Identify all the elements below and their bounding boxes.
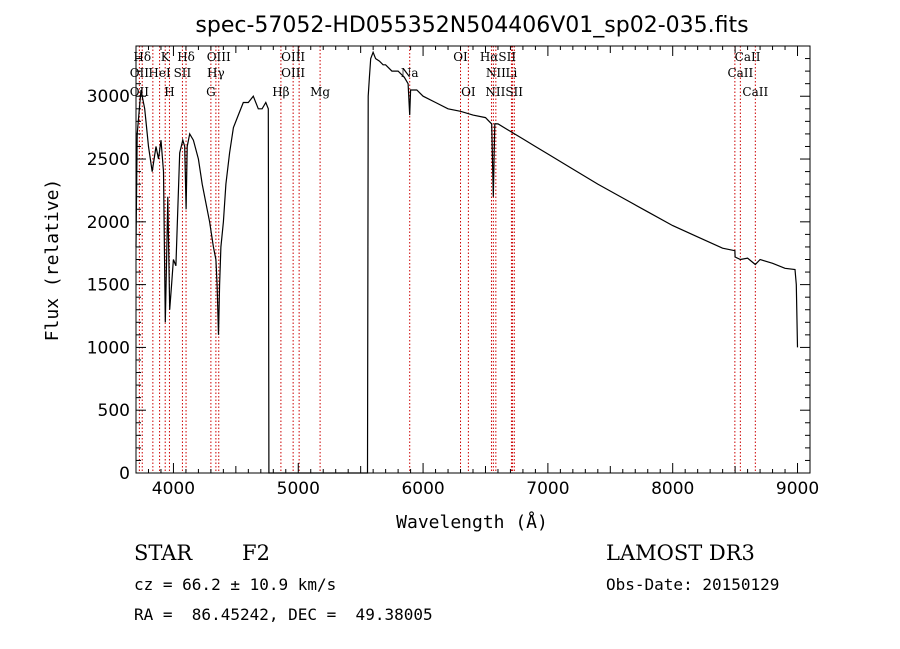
spectral-line-label: OIII — [281, 66, 305, 80]
spectral-line-label: H — [164, 85, 174, 99]
x-tick-label: 4000 — [152, 479, 195, 499]
x-tick-label: 5000 — [277, 479, 320, 499]
y-tick-label: 500 — [98, 401, 130, 421]
spectral-line-label: OIII — [281, 50, 305, 64]
spectral-line-label: CaII — [735, 50, 761, 64]
spectral-line-label: OI — [461, 85, 476, 99]
y-axis-ticks: 0 500 1000 1500 2000 2500 3000 — [87, 45, 810, 484]
spectrum-chart: spec-57052-HD055352N504406V01_sp02-035.f… — [42, 13, 819, 533]
spectral-line-label: K — [161, 50, 171, 64]
spectral-line-label: Li — [506, 66, 518, 80]
spectral-line-label: G — [206, 85, 216, 99]
survey-name: LAMOST DR3 — [606, 541, 755, 565]
x-tick-label: 8000 — [651, 479, 694, 499]
spectral-line-label: OII — [130, 85, 150, 99]
chart-title: spec-57052-HD055352N504406V01_sp02-035.f… — [195, 13, 748, 38]
object-class: STAR — [134, 541, 193, 565]
spectral-line-label: OI — [453, 50, 468, 64]
plot-frame — [135, 45, 811, 474]
x-axis-label: Wavelength (Å) — [396, 511, 548, 533]
x-axis-ticks: 4000 5000 6000 7000 8000 9000 — [135, 46, 819, 499]
spectral-line-label: Hδ — [177, 50, 195, 64]
x-tick-label: 7000 — [526, 479, 569, 499]
y-tick-label: 0 — [119, 464, 130, 484]
spectral-line-markers — [138, 46, 756, 473]
y-tick-label: 2500 — [87, 150, 130, 170]
y-tick-label: 1500 — [87, 276, 130, 296]
spectral-line-label: SII — [174, 66, 192, 80]
y-tick-label: 2000 — [87, 213, 130, 233]
object-subclass: F2 — [242, 541, 270, 565]
observation-date: Obs-Date: 20150129 — [606, 575, 780, 594]
spectral-line-label: NIISII — [485, 85, 523, 99]
spectral-line-label: HαSII — [480, 50, 517, 64]
spectral-line-label: Hδ — [133, 50, 151, 64]
spectral-line-label: Hγ — [207, 66, 225, 80]
x-tick-label: 9000 — [776, 479, 819, 499]
spectral-line-label: CaII — [742, 85, 768, 99]
spectral-line-label: HeI — [148, 66, 171, 80]
x-tick-label: 6000 — [401, 479, 444, 499]
spectral-line-label: Hβ — [272, 85, 289, 99]
y-axis-label: Flux (relative) — [42, 179, 63, 342]
y-tick-label: 3000 — [87, 87, 130, 107]
spectral-line-label: Mg — [310, 85, 330, 99]
spectral-line-label: Na — [401, 66, 419, 80]
spectral-line-label: CaII — [727, 66, 753, 80]
spectral-line-label: OII — [130, 66, 150, 80]
coordinates: RA = 86.45242, DEC = 49.38005 — [134, 605, 433, 624]
y-tick-label: 1000 — [87, 338, 130, 358]
spectrum-line — [135, 50, 799, 474]
spectral-line-label: NII — [486, 66, 506, 80]
spectral-line-label: OIII — [207, 50, 231, 64]
redshift-velocity: cz = 66.2 ± 10.9 km/s — [134, 575, 337, 594]
